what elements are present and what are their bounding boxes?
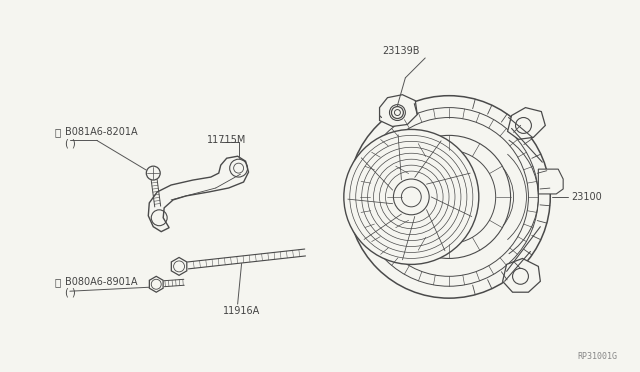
- Text: Ⓑ: Ⓑ: [54, 127, 60, 137]
- Text: ( ): ( ): [65, 287, 76, 297]
- Polygon shape: [148, 156, 248, 232]
- Text: B080A6-8901A: B080A6-8901A: [65, 277, 138, 287]
- Circle shape: [344, 129, 479, 264]
- Polygon shape: [502, 259, 540, 292]
- Circle shape: [370, 118, 529, 276]
- Circle shape: [401, 187, 421, 207]
- Text: B081A6-8201A: B081A6-8201A: [65, 127, 138, 137]
- Circle shape: [403, 150, 495, 244]
- Polygon shape: [538, 169, 563, 194]
- Polygon shape: [172, 257, 187, 275]
- Circle shape: [394, 179, 429, 215]
- Circle shape: [360, 108, 538, 286]
- Circle shape: [147, 166, 160, 180]
- Circle shape: [348, 96, 550, 298]
- Text: RP31001G: RP31001G: [578, 352, 618, 361]
- Polygon shape: [380, 95, 417, 126]
- Text: ( ): ( ): [65, 138, 76, 148]
- Polygon shape: [508, 108, 545, 140]
- Text: 23139B: 23139B: [383, 46, 420, 56]
- Text: 23100: 23100: [571, 192, 602, 202]
- Circle shape: [394, 110, 401, 116]
- Polygon shape: [149, 276, 163, 292]
- Text: Ⓑ: Ⓑ: [54, 277, 60, 287]
- Text: 11715M: 11715M: [207, 135, 246, 145]
- Circle shape: [387, 135, 511, 259]
- Text: 11916A: 11916A: [223, 306, 260, 316]
